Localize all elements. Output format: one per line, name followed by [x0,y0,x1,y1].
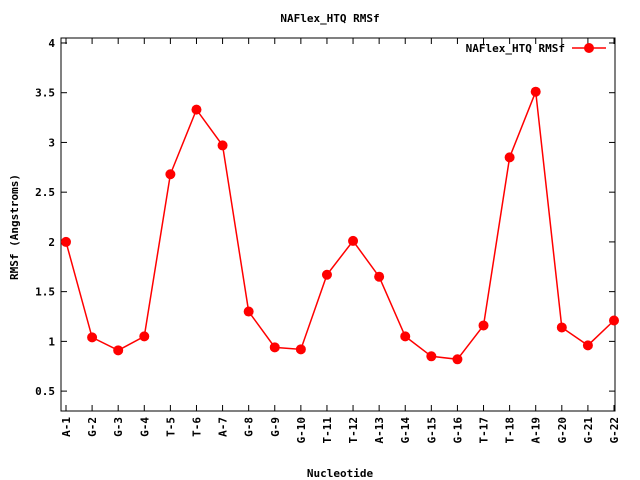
x-tick-label: G-8 [243,417,256,437]
y-axis-label: RMSf (Angstroms) [8,174,21,280]
plot-area [60,37,616,412]
x-tick-label: A-13 [373,417,386,444]
x-axis: A-1 G-2 G-3 G-4 T-5 T-6 A-7 G-8 G-9 G-10 T-11 T-12 A… [60,38,621,444]
data-point [426,351,437,362]
x-tick-label: T-17 [478,417,491,444]
chart-title: NAFlex_HTQ RMSf [280,12,379,25]
data-point [191,104,202,115]
y-tick-label: 2.5 [35,186,55,199]
x-tick-label: G-20 [556,417,569,444]
y-tick-label: 1.5 [35,286,55,299]
x-tick-label: T-12 [347,417,360,444]
legend-marker [584,43,594,53]
x-tick-label: G-16 [451,417,464,444]
data-point [165,169,176,180]
x-axis-label: Nucleotide [307,467,374,480]
data-point [556,322,567,333]
data-point [374,271,385,282]
data-point [269,342,280,353]
y-tick-label: 4 [48,37,55,50]
y-tick-label: 3 [48,136,55,149]
data-point [478,320,489,331]
x-tick-label: G-4 [138,417,151,437]
y-tick-label: 1 [48,335,55,348]
x-tick-label: G-9 [269,417,282,437]
data-point [321,269,332,280]
data-point [139,331,150,342]
x-tick-label: G-15 [425,417,438,444]
data-point [295,344,306,355]
x-tick-label: G-2 [86,417,99,437]
data-point [452,354,463,365]
x-tick-label: A-19 [530,417,543,444]
x-tick-label: G-21 [582,417,595,444]
legend-label: NAFlex_HTQ RMSf [466,42,565,55]
x-tick-label: T-6 [190,417,203,437]
data-point [113,345,124,356]
data-point [504,152,515,163]
x-tick-label: T-11 [321,417,334,444]
series-line [65,91,615,361]
x-tick-label: T-5 [164,417,177,437]
series-layer [61,86,619,365]
data-point [400,331,411,342]
data-point [348,235,359,246]
data-point [243,306,254,317]
x-tick-label: G-14 [399,417,412,444]
data-point [87,332,98,343]
data-point [217,140,228,151]
x-tick-label: A-1 [60,417,73,437]
y-axis: 0.5 1 1.5 2 2.5 3 3.5 4 [35,37,615,398]
y-tick-label: 2 [48,236,55,249]
data-point [582,340,593,351]
data-point [609,315,619,326]
y-tick-label: 0.5 [35,385,55,398]
x-tick-label: T-18 [504,417,517,444]
data-point [61,236,71,247]
legend: NAFlex_HTQ RMSf [466,42,606,55]
x-tick-label: G-10 [295,417,308,444]
x-tick-label: G-3 [112,417,125,437]
x-tick-label: G-22 [608,417,621,444]
y-tick-label: 3.5 [35,87,55,100]
x-tick-label: A-7 [217,417,230,437]
data-point [530,86,541,97]
